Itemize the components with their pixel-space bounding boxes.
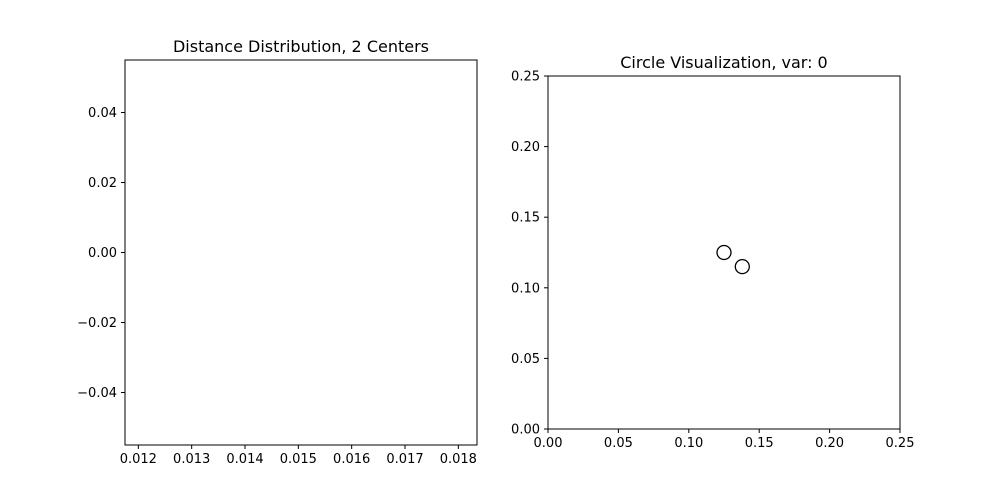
- y-tick-label: 0.20: [511, 140, 540, 155]
- x-tick-label: 0.20: [815, 436, 844, 451]
- x-tick-label: 0.10: [674, 436, 703, 451]
- x-tick-label: 0.018: [440, 452, 477, 467]
- y-tick-label: 0.10: [511, 281, 540, 296]
- y-tick-label: 0.00: [511, 423, 540, 438]
- y-tick-label: 0.15: [511, 211, 540, 226]
- x-tick-label: 0.25: [886, 436, 915, 451]
- x-tick-label: 0.15: [745, 436, 774, 451]
- scatter-point: [734, 258, 750, 275]
- y-tick-label: 0.25: [511, 70, 540, 85]
- distance-distribution-chart: Distance Distribution, 2 Centers 0.012 0.…: [77, 37, 478, 467]
- circle-visualization-chart: Circle Visualization, var: 0 0.00 0.05 0.1…: [511, 53, 914, 451]
- x-tick-label: 0.00: [534, 436, 563, 451]
- y-tick-label: 0.04: [88, 106, 117, 121]
- x-tick-label: 0.016: [333, 452, 370, 467]
- axes-frame: [547, 75, 901, 430]
- x-tick-label: 0.012: [120, 452, 157, 467]
- y-tick-label: 0.05: [511, 352, 540, 367]
- x-tick-label: 0.015: [280, 452, 317, 467]
- chart-title: Distance Distribution, 2 Centers: [173, 37, 429, 56]
- y-tick-label: 0.00: [88, 246, 117, 261]
- x-tick-label: 0.05: [604, 436, 633, 451]
- y-tick-label: −0.02: [77, 316, 117, 331]
- chart-title: Circle Visualization, var: 0: [620, 53, 827, 72]
- x-tick-label: 0.017: [386, 452, 423, 467]
- scatter-point: [716, 244, 732, 261]
- y-tick-label: −0.04: [77, 386, 117, 401]
- axes-frame: [124, 59, 478, 446]
- y-tick-label: 0.02: [88, 176, 117, 191]
- x-tick-label: 0.013: [173, 452, 210, 467]
- x-tick-label: 0.014: [226, 452, 263, 467]
